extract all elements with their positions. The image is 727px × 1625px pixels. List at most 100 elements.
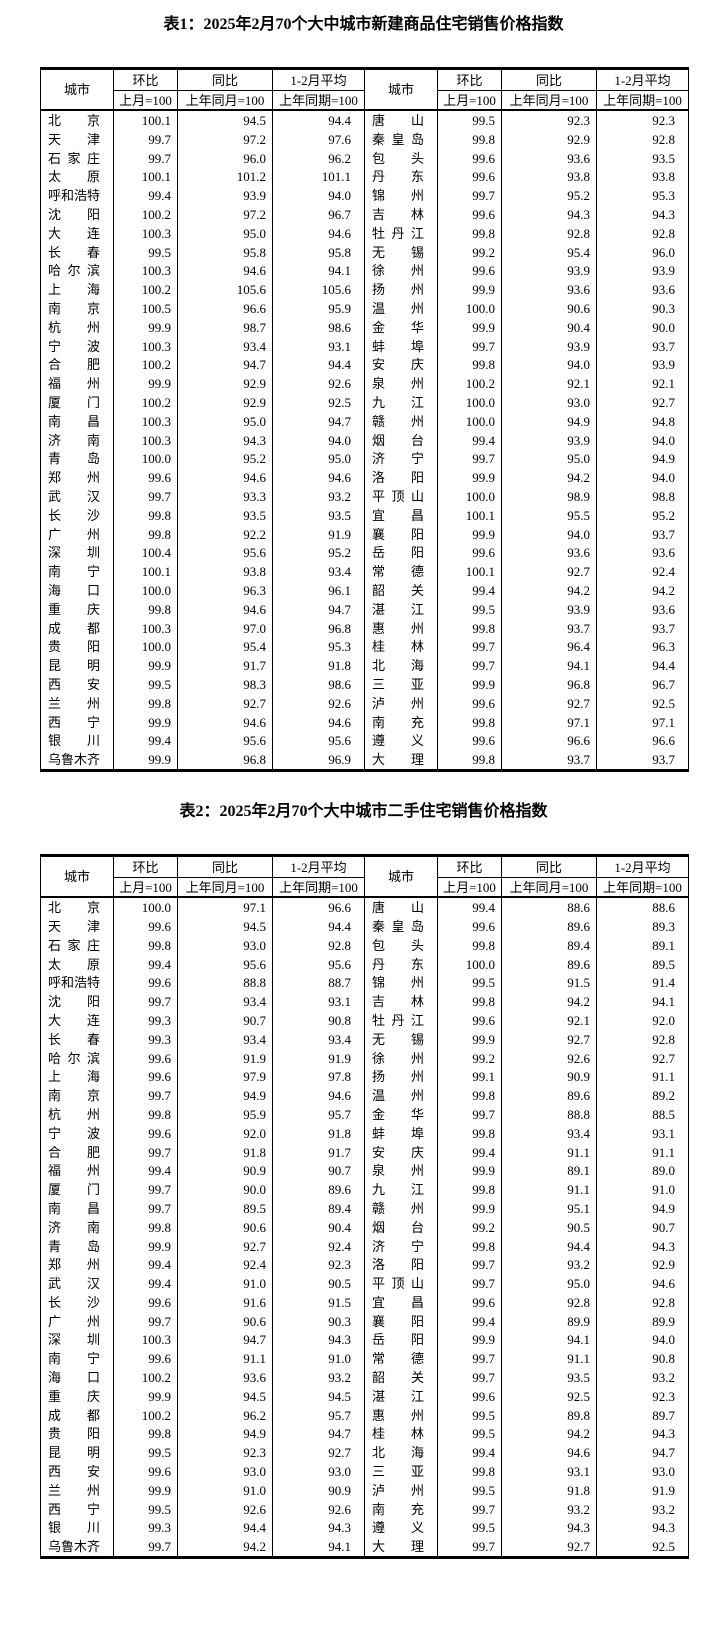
value-cell: 96.3 bbox=[177, 581, 273, 600]
value-cell: 96.2 bbox=[272, 148, 365, 168]
header-mom: 环比 bbox=[437, 855, 502, 879]
value-cell: 99.4 bbox=[113, 186, 178, 206]
table1-title: 表1：2025年2月70个大中城市新建商品住宅销售价格指数 bbox=[163, 16, 564, 33]
value-cell: 89.6 bbox=[501, 917, 597, 936]
value-cell: 95.0 bbox=[177, 223, 273, 243]
value-cell: 99.8 bbox=[437, 1086, 502, 1106]
city-cell: 泸州 bbox=[364, 693, 438, 713]
city-cell: 九江 bbox=[364, 393, 438, 412]
value-cell: 99.9 bbox=[113, 656, 178, 676]
header-mom: 环比 bbox=[113, 68, 178, 92]
value-cell: 100.3 bbox=[113, 1330, 178, 1350]
value-cell: 93.3 bbox=[177, 487, 273, 506]
city-cell: 徐州 bbox=[364, 1048, 438, 1068]
value-cell: 94.6 bbox=[177, 261, 273, 281]
value-cell: 91.1 bbox=[501, 1142, 597, 1162]
value-cell: 95.4 bbox=[177, 637, 273, 657]
value-cell: 96.1 bbox=[272, 581, 365, 600]
city-cell: 宁波 bbox=[40, 1123, 114, 1143]
value-cell: 94.4 bbox=[501, 1236, 597, 1256]
header-avg-base: 上年同期=100 bbox=[272, 877, 365, 898]
value-cell: 93.6 bbox=[596, 280, 689, 300]
table-row: 武汉 99.7 93.3 93.2 平顶山 100.0 98.9 98.8 bbox=[40, 487, 689, 506]
city-cell: 太原 bbox=[40, 954, 114, 974]
table-row: 呼和浩特 99.6 88.8 88.7 锦州 99.5 91.5 91.4 bbox=[40, 973, 689, 993]
city-cell: 深圳 bbox=[40, 543, 114, 563]
value-cell: 99.6 bbox=[437, 261, 502, 281]
table-row: 南宁 100.1 93.8 93.4 常德 100.1 92.7 92.4 bbox=[40, 562, 689, 582]
table-row: 青岛 99.9 92.7 92.4 济宁 99.8 94.4 94.3 bbox=[40, 1236, 689, 1256]
value-cell: 94.9 bbox=[596, 449, 689, 469]
value-cell: 91.1 bbox=[177, 1349, 273, 1369]
city-cell: 扬州 bbox=[364, 280, 438, 300]
city-cell: 厦门 bbox=[40, 393, 114, 412]
table-row: 南昌 100.3 95.0 94.7 赣州 100.0 94.9 94.8 bbox=[40, 411, 689, 431]
value-cell: 95.6 bbox=[177, 954, 273, 974]
city-cell: 泉州 bbox=[364, 1161, 438, 1181]
value-cell: 90.3 bbox=[596, 299, 689, 318]
value-cell: 99.3 bbox=[113, 1518, 178, 1538]
value-cell: 99.5 bbox=[437, 1480, 502, 1500]
value-cell: 92.7 bbox=[501, 1029, 597, 1049]
city-cell: 北京 bbox=[40, 897, 114, 918]
value-cell: 98.8 bbox=[596, 487, 689, 506]
value-cell: 91.9 bbox=[596, 1480, 689, 1500]
value-cell: 94.4 bbox=[177, 1518, 273, 1538]
header-city: 城市 bbox=[40, 855, 114, 898]
city-cell: 西宁 bbox=[40, 1499, 114, 1519]
value-cell: 97.2 bbox=[177, 205, 273, 224]
city-cell: 重庆 bbox=[40, 599, 114, 619]
header-avg: 1-2月平均 bbox=[596, 855, 689, 879]
value-cell: 99.7 bbox=[437, 449, 502, 469]
value-cell: 93.6 bbox=[177, 1368, 273, 1387]
value-cell: 93.6 bbox=[596, 543, 689, 563]
value-cell: 93.9 bbox=[501, 599, 597, 619]
value-cell: 99.9 bbox=[113, 750, 178, 771]
value-cell: 99.7 bbox=[113, 992, 178, 1012]
value-cell: 99.4 bbox=[113, 1274, 178, 1293]
value-cell: 99.9 bbox=[437, 317, 502, 337]
value-cell: 92.4 bbox=[177, 1255, 273, 1275]
city-cell: 济南 bbox=[40, 430, 114, 450]
value-cell: 99.6 bbox=[437, 693, 502, 713]
table-row: 乌鲁木齐 99.7 94.2 94.1 大理 99.7 92.7 92.5 bbox=[40, 1537, 689, 1558]
value-cell: 99.4 bbox=[113, 954, 178, 974]
value-cell: 91.5 bbox=[272, 1293, 365, 1312]
value-cell: 95.6 bbox=[177, 543, 273, 563]
city-cell: 兰州 bbox=[40, 1480, 114, 1500]
value-cell: 99.6 bbox=[113, 1067, 178, 1087]
city-cell: 三亚 bbox=[364, 675, 438, 694]
city-cell: 南昌 bbox=[40, 411, 114, 431]
value-cell: 99.7 bbox=[437, 1349, 502, 1369]
value-cell: 95.8 bbox=[272, 242, 365, 262]
value-cell: 99.8 bbox=[113, 1424, 178, 1444]
value-cell: 90.4 bbox=[272, 1217, 365, 1237]
value-cell: 92.0 bbox=[177, 1123, 273, 1143]
value-cell: 96.7 bbox=[596, 675, 689, 694]
table-row: 厦门 100.2 92.9 92.5 九江 100.0 93.0 92.7 bbox=[40, 393, 689, 412]
header-yoy: 同比 bbox=[501, 855, 597, 879]
value-cell: 99.4 bbox=[437, 1311, 502, 1331]
value-cell: 89.0 bbox=[596, 1161, 689, 1181]
value-cell: 92.3 bbox=[596, 1386, 689, 1406]
city-cell: 合肥 bbox=[40, 1142, 114, 1162]
city-cell: 上海 bbox=[40, 1067, 114, 1087]
value-cell: 99.7 bbox=[437, 1368, 502, 1387]
city-cell: 徐州 bbox=[364, 261, 438, 281]
value-cell: 93.1 bbox=[272, 992, 365, 1012]
table-row: 重庆 99.9 94.5 94.5 湛江 99.6 92.5 92.3 bbox=[40, 1386, 689, 1406]
city-cell: 贵阳 bbox=[40, 637, 114, 657]
city-cell: 长春 bbox=[40, 242, 114, 262]
city-cell: 赣州 bbox=[364, 1199, 438, 1218]
city-cell: 广州 bbox=[40, 524, 114, 544]
table-row: 广州 99.7 90.6 90.3 襄阳 99.4 89.9 89.9 bbox=[40, 1311, 689, 1331]
header-mom: 环比 bbox=[437, 68, 502, 92]
city-cell: 武汉 bbox=[40, 487, 114, 506]
value-cell: 94.7 bbox=[177, 1330, 273, 1350]
city-cell: 金华 bbox=[364, 317, 438, 337]
value-cell: 99.6 bbox=[437, 148, 502, 168]
value-cell: 93.6 bbox=[501, 543, 597, 563]
city-cell: 南昌 bbox=[40, 1199, 114, 1218]
value-cell: 94.1 bbox=[501, 1330, 597, 1350]
value-cell: 96.0 bbox=[177, 148, 273, 168]
